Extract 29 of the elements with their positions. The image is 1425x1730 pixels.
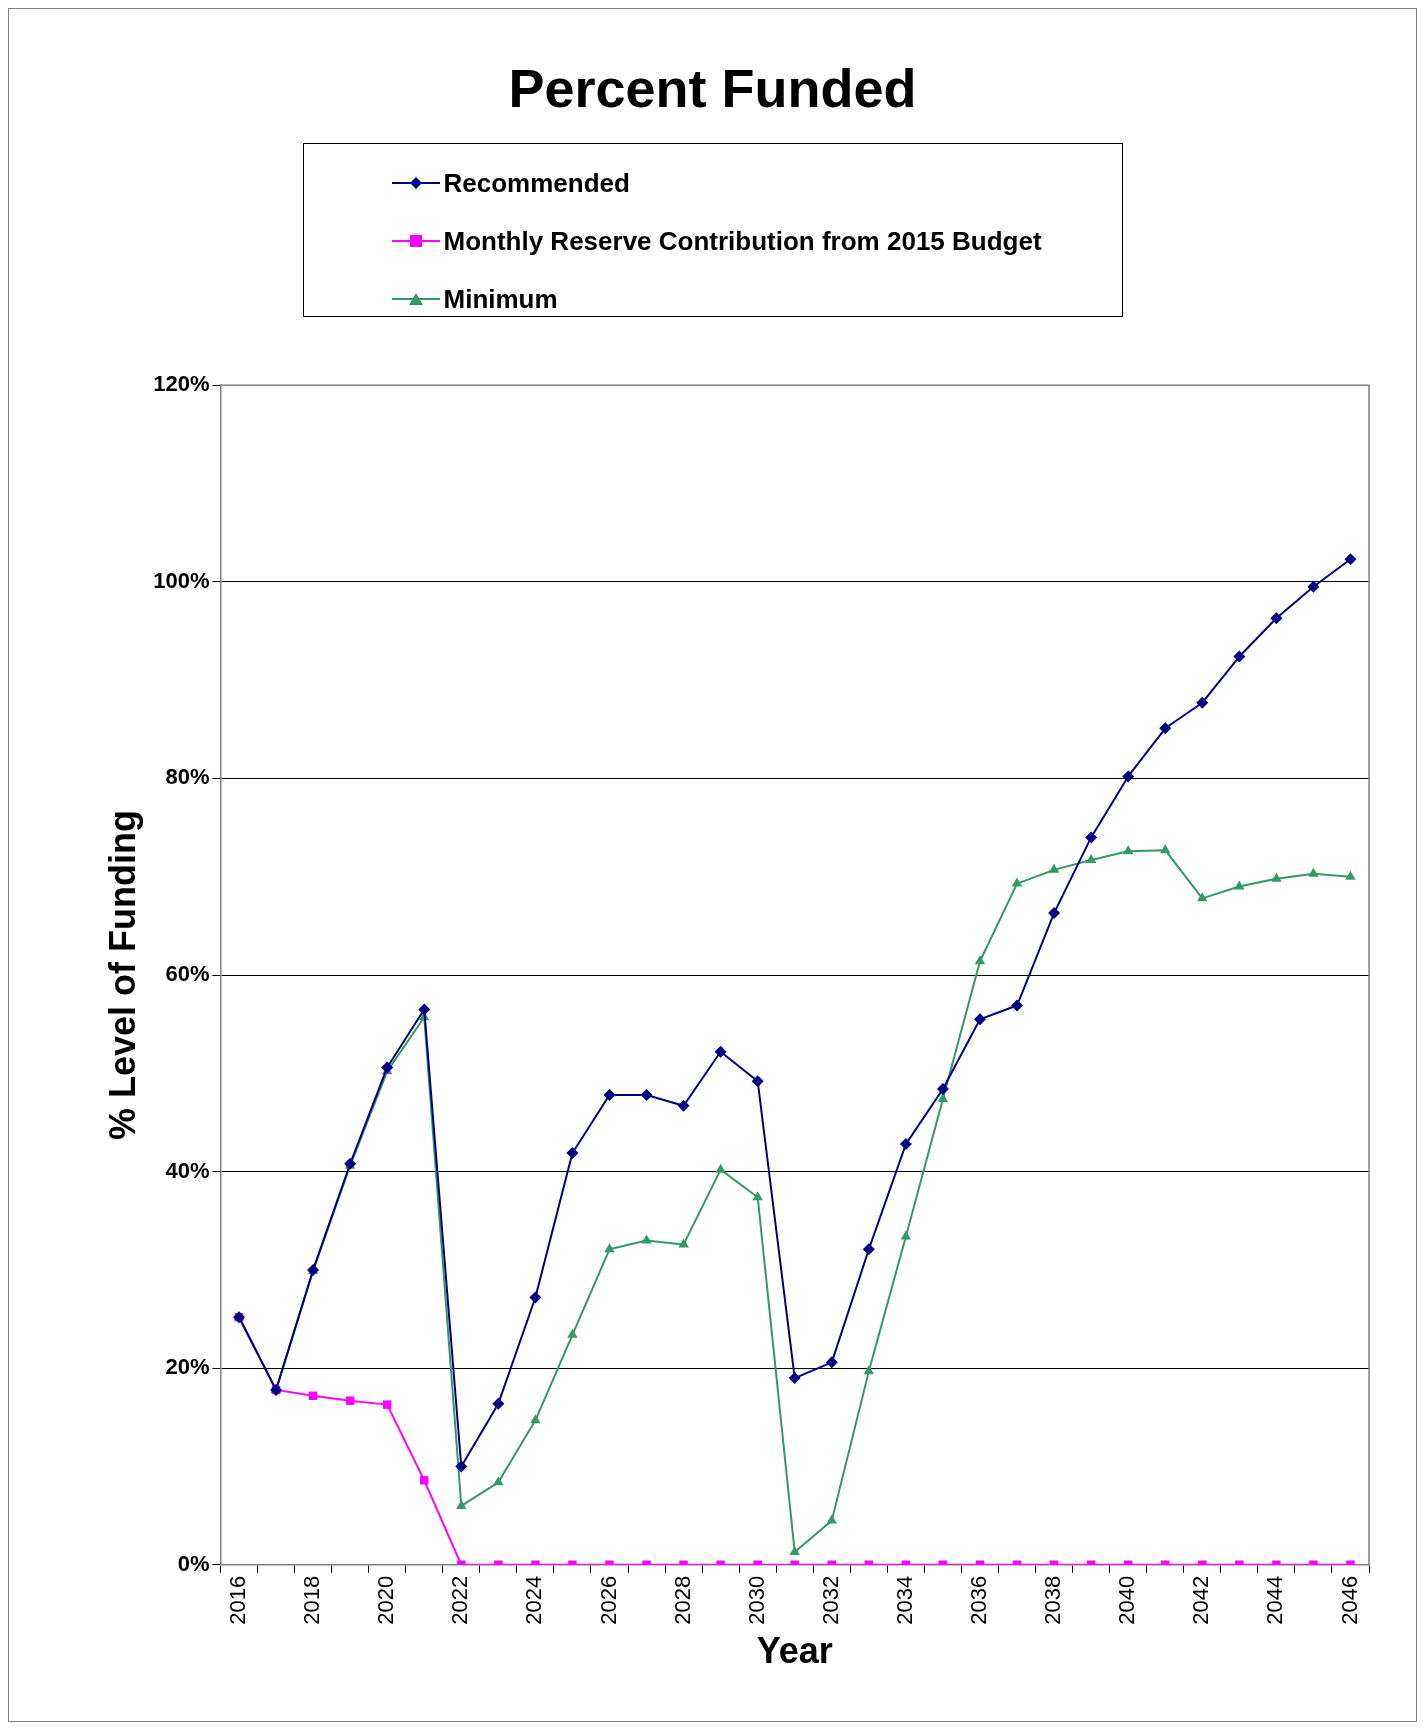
y-axis-title: % Level of Funding	[101, 810, 143, 1141]
x-tick-label: 2030	[743, 1575, 769, 1625]
x-tick-label: 2016	[225, 1575, 251, 1625]
x-tick-label: 2024	[521, 1575, 547, 1625]
x-tick-label: 2040	[1114, 1575, 1140, 1625]
x-axis-title: Year	[756, 1630, 833, 1672]
chart-title: Percent Funded	[507, 57, 918, 119]
x-tick-label: 2034	[891, 1575, 917, 1625]
y-tick-label: 0%	[177, 1550, 210, 1576]
x-tick-label: 2018	[299, 1575, 325, 1625]
y-tick-label: 60%	[165, 961, 210, 987]
x-tick-label: 2046	[1336, 1575, 1362, 1625]
y-tick-label: 20%	[165, 1354, 210, 1380]
x-tick-label: 2020	[373, 1575, 399, 1625]
y-tick-label: 120%	[153, 371, 210, 397]
legend-label: Monthly Reserve Contribution from 2015 Budget	[443, 225, 1042, 257]
x-tick-label: 2026	[595, 1575, 621, 1625]
y-tick-label: 40%	[165, 1157, 210, 1183]
legend-label: Recommended	[443, 167, 630, 199]
y-tick-label: 100%	[153, 567, 210, 593]
x-tick-label: 2028	[669, 1575, 695, 1625]
x-tick-label: 2044	[1262, 1575, 1288, 1625]
x-tick-label: 2036	[966, 1575, 992, 1625]
x-tick-label: 2038	[1040, 1575, 1066, 1625]
x-tick-label: 2032	[817, 1575, 843, 1625]
x-tick-label: 2022	[447, 1575, 473, 1625]
y-tick-label: 80%	[165, 764, 210, 790]
x-tick-label: 2042	[1188, 1575, 1214, 1625]
legend-label: Minimum	[443, 283, 558, 315]
